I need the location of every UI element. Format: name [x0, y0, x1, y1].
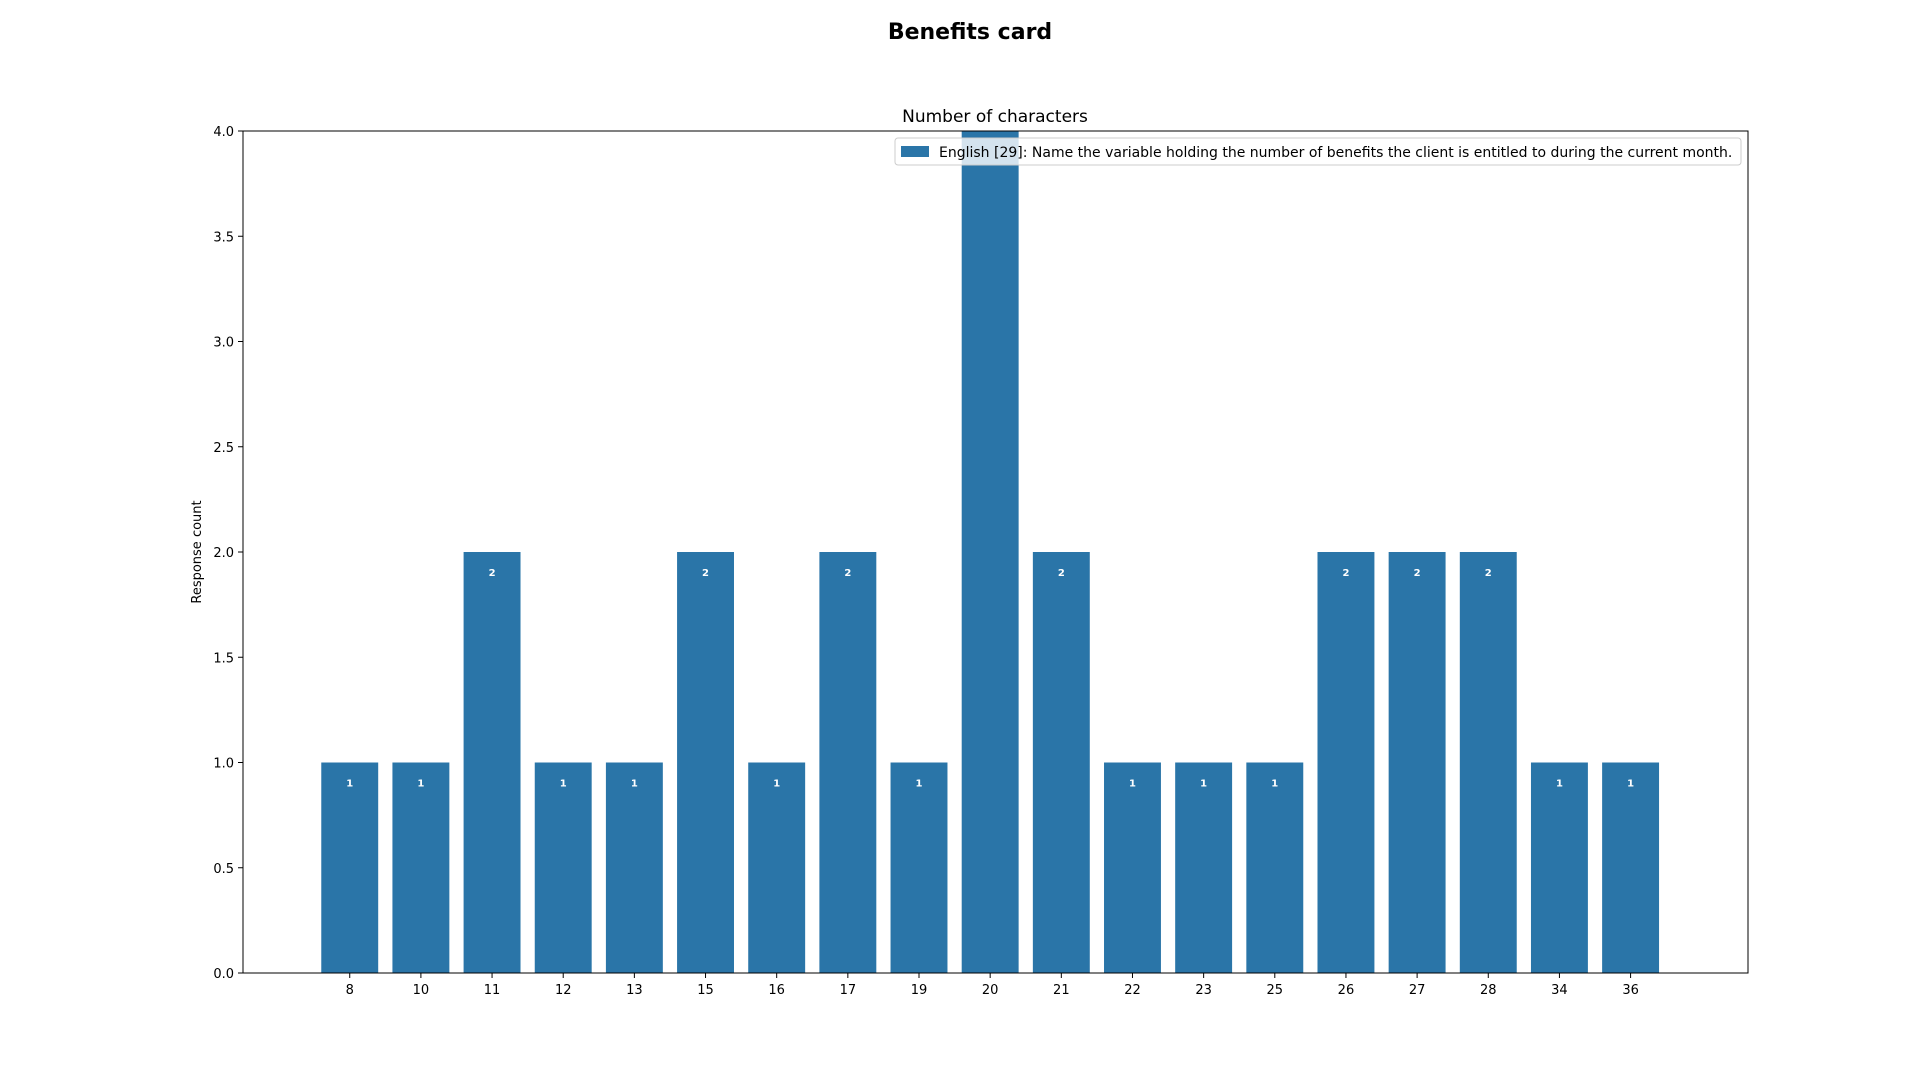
- bar-value-label: 1: [631, 779, 638, 790]
- bar: [961, 131, 1019, 973]
- bar: [1388, 552, 1446, 973]
- bar-value-label: 1: [916, 779, 923, 790]
- y-tick-label: 0.5: [213, 862, 234, 877]
- bar-value-label: 1: [1627, 779, 1634, 790]
- chart-title: Benefits card: [888, 20, 1052, 45]
- x-tick-label: 34: [1551, 983, 1568, 998]
- x-tick-label: 12: [555, 983, 572, 998]
- bar: [819, 552, 877, 973]
- bar-value-label: 1: [417, 779, 424, 790]
- x-tick-label: 20: [982, 983, 999, 998]
- bar-value-label: 2: [489, 568, 496, 579]
- y-tick-label: 1.0: [213, 757, 234, 772]
- chart-subtitle: Number of characters: [902, 107, 1088, 127]
- x-tick-label: 10: [413, 983, 430, 998]
- y-tick-label: 2.0: [213, 546, 234, 561]
- bar-value-label: 1: [1556, 779, 1563, 790]
- y-axis-label: Response count: [190, 500, 205, 603]
- bar-value-label: 1: [1129, 779, 1136, 790]
- plot-frame: [242, 130, 1749, 974]
- x-tick-label: 15: [697, 983, 714, 998]
- bar: [1104, 762, 1161, 973]
- x-tick-label: 28: [1480, 983, 1497, 998]
- bar: [463, 552, 521, 973]
- bar: [1175, 762, 1233, 973]
- bar-value-label: 1: [1200, 779, 1207, 790]
- y-tick-label: 2.5: [213, 441, 234, 456]
- x-tick-label: 23: [1195, 983, 1212, 998]
- bar-value-label: 2: [1414, 568, 1421, 579]
- x-tick-label: 27: [1409, 983, 1426, 998]
- bar-value-label: 1: [346, 779, 353, 790]
- legend-swatch: [901, 146, 929, 157]
- x-tick-label: 16: [768, 983, 785, 998]
- bar: [1317, 552, 1375, 973]
- legend: English [29]: Name the variable holding …: [894, 137, 1742, 166]
- y-tick-label: 4.0: [213, 125, 234, 140]
- x-tick-label: 17: [840, 983, 857, 998]
- x-tick-label: 25: [1267, 983, 1284, 998]
- y-tick-label: 3.5: [213, 230, 234, 245]
- bar-value-label: 2: [1342, 568, 1349, 579]
- x-tick-label: 19: [911, 983, 928, 998]
- bar-value-label: 2: [1058, 568, 1065, 579]
- bar: [890, 762, 948, 973]
- bar-value-label: 2: [702, 568, 709, 579]
- x-tick-label: 36: [1622, 983, 1639, 998]
- bar: [605, 762, 663, 973]
- bar-value-label: 2: [844, 568, 851, 579]
- bar: [1032, 552, 1090, 973]
- bar: [1459, 552, 1517, 973]
- x-tick-label: 8: [346, 983, 354, 998]
- bar-value-label: 2: [1485, 568, 1492, 579]
- bar: [677, 552, 734, 973]
- bar: [1602, 762, 1660, 973]
- x-tick-label: 21: [1053, 983, 1070, 998]
- plot-area: 0.00.51.01.52.02.53.03.54.08110111212113…: [213, 125, 1660, 998]
- bar-value-label: 1: [560, 779, 567, 790]
- y-tick-label: 0.0: [213, 967, 234, 982]
- x-tick-label: 11: [484, 983, 501, 998]
- legend-box: [894, 137, 1742, 166]
- x-tick-label: 13: [626, 983, 643, 998]
- x-tick-label: 22: [1124, 983, 1141, 998]
- y-tick-label: 1.5: [213, 651, 234, 666]
- bar: [534, 762, 592, 973]
- legend-label: English [29]: Name the variable holding …: [939, 145, 1732, 161]
- bar-value-label: 1: [773, 779, 780, 790]
- x-tick-label: 26: [1338, 983, 1355, 998]
- bar: [321, 762, 379, 973]
- bar: [1530, 762, 1588, 973]
- y-tick-label: 3.0: [213, 336, 234, 351]
- bar: [392, 762, 450, 973]
- bar: [1246, 762, 1304, 973]
- bar: [748, 762, 806, 973]
- bar-value-label: 1: [1271, 779, 1278, 790]
